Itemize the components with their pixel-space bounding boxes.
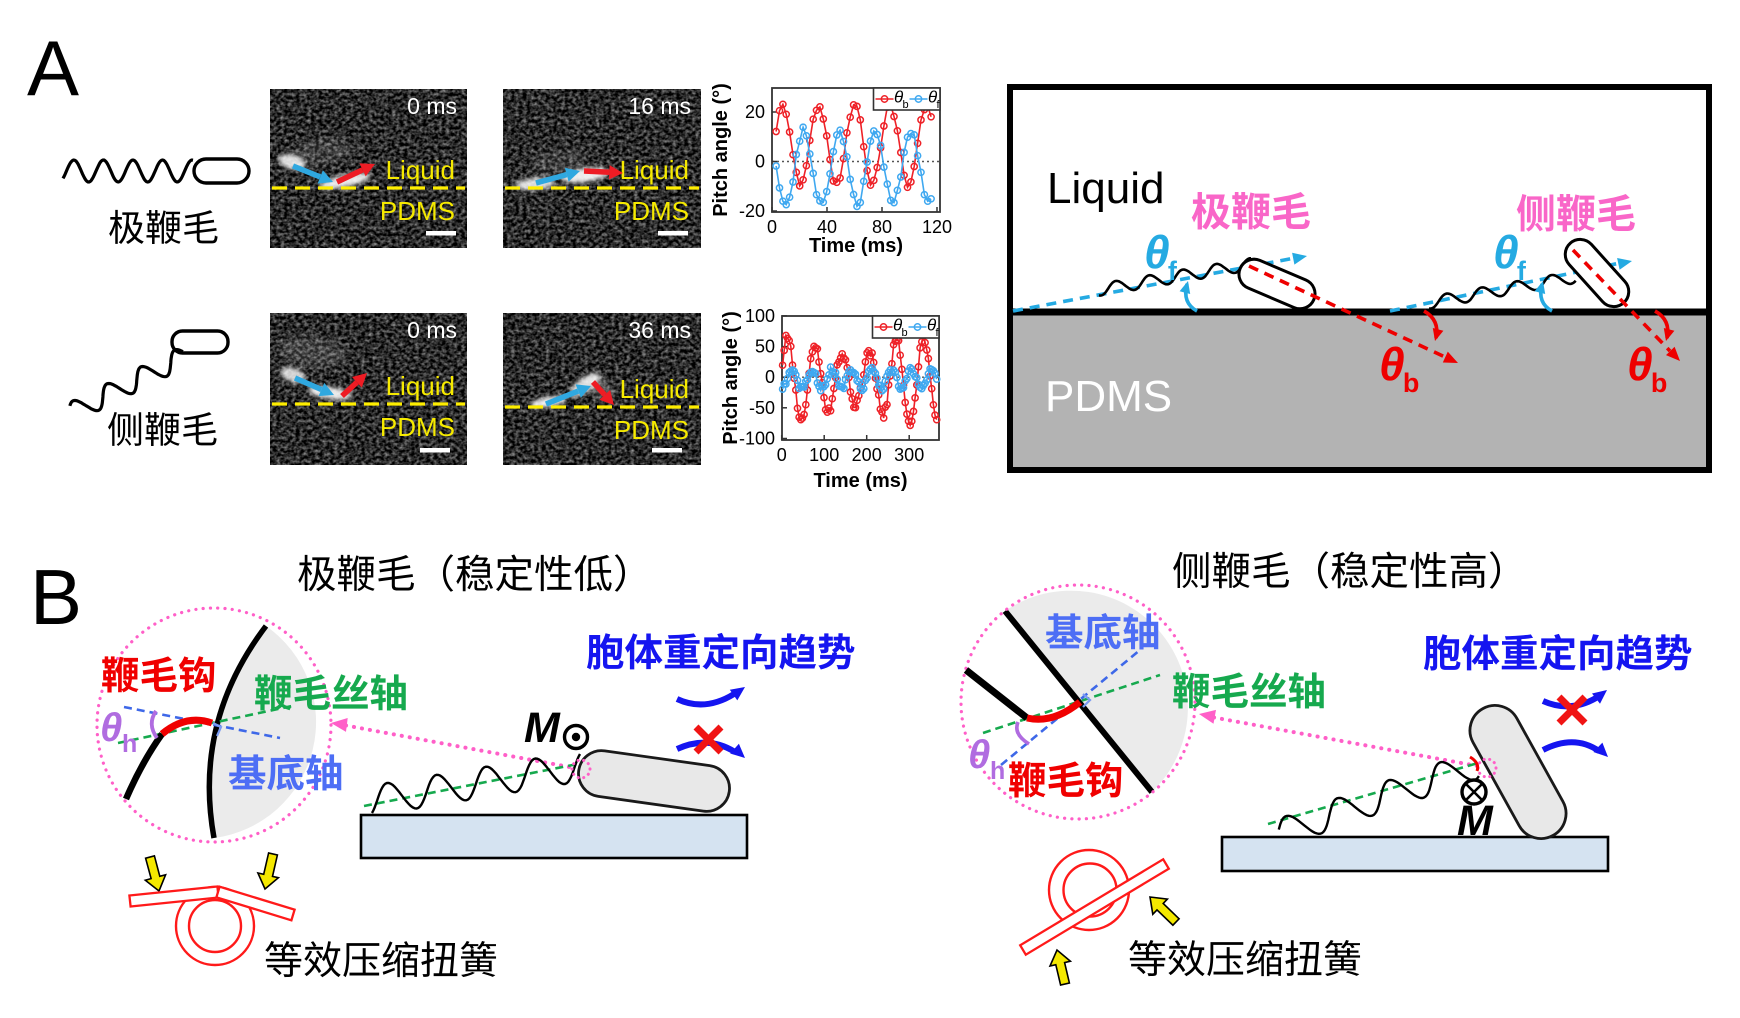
svg-text:B: B bbox=[30, 553, 82, 641]
svg-text:Liquid: Liquid bbox=[1047, 164, 1164, 213]
svg-text:16 ms: 16 ms bbox=[628, 93, 691, 119]
svg-text:120: 120 bbox=[922, 217, 952, 237]
svg-text:M: M bbox=[1457, 797, 1494, 845]
svg-text:0: 0 bbox=[765, 367, 775, 387]
svg-text:-20: -20 bbox=[739, 201, 765, 221]
svg-text:f: f bbox=[937, 99, 941, 111]
svg-text:0 ms: 0 ms bbox=[407, 93, 457, 119]
svg-text:Liquid: Liquid bbox=[620, 155, 689, 185]
svg-text:θ: θ bbox=[1144, 226, 1170, 278]
svg-text:Liquid: Liquid bbox=[620, 374, 689, 404]
svg-text:θ: θ bbox=[1493, 226, 1519, 278]
svg-text:M: M bbox=[524, 704, 561, 752]
svg-text:f: f bbox=[936, 327, 940, 339]
svg-text:PDMS: PDMS bbox=[614, 196, 689, 226]
svg-text:20: 20 bbox=[745, 102, 765, 122]
svg-text:θ: θ bbox=[100, 706, 122, 750]
svg-text:θ: θ bbox=[968, 733, 990, 777]
svg-text:PDMS: PDMS bbox=[614, 415, 689, 445]
svg-text:100: 100 bbox=[745, 306, 775, 326]
svg-text:A: A bbox=[27, 24, 79, 112]
svg-text:50: 50 bbox=[755, 337, 775, 357]
svg-text:θ: θ bbox=[893, 316, 903, 335]
svg-text:0: 0 bbox=[777, 445, 787, 465]
svg-text:h: h bbox=[122, 730, 137, 758]
svg-text:100: 100 bbox=[809, 445, 839, 465]
svg-text:36 ms: 36 ms bbox=[628, 317, 691, 343]
svg-text:f: f bbox=[1517, 256, 1527, 286]
svg-text:0 ms: 0 ms bbox=[407, 317, 457, 343]
svg-text:0: 0 bbox=[755, 152, 765, 172]
svg-text:0: 0 bbox=[767, 217, 777, 237]
svg-text:Pitch angle (°): Pitch angle (°) bbox=[710, 83, 732, 217]
svg-text:Time (ms): Time (ms) bbox=[813, 470, 907, 492]
svg-text:Liquid: Liquid bbox=[386, 371, 455, 401]
svg-text:200: 200 bbox=[852, 445, 882, 465]
svg-text:θ: θ bbox=[1379, 338, 1405, 390]
svg-text:Time (ms): Time (ms) bbox=[809, 235, 903, 257]
svg-text:θ: θ bbox=[1627, 338, 1653, 390]
svg-text:80: 80 bbox=[872, 217, 892, 237]
svg-text:θ: θ bbox=[894, 88, 904, 107]
svg-text:b: b bbox=[903, 99, 909, 111]
svg-text:PDMS: PDMS bbox=[380, 412, 455, 442]
svg-text:-50: -50 bbox=[749, 398, 775, 418]
svg-text:PDMS: PDMS bbox=[380, 196, 455, 226]
svg-text:40: 40 bbox=[817, 217, 837, 237]
svg-text:f: f bbox=[1168, 256, 1178, 286]
svg-text:300: 300 bbox=[894, 445, 924, 465]
svg-text:Pitch angle (°): Pitch angle (°) bbox=[720, 311, 742, 445]
svg-text:b: b bbox=[1403, 368, 1420, 398]
svg-text:θ: θ bbox=[927, 316, 937, 335]
svg-text:Liquid: Liquid bbox=[386, 155, 455, 185]
svg-text:b: b bbox=[902, 327, 908, 339]
svg-text:b: b bbox=[1651, 368, 1668, 398]
svg-text:θ: θ bbox=[928, 88, 938, 107]
svg-text:-100: -100 bbox=[739, 429, 775, 449]
svg-text:PDMS: PDMS bbox=[1045, 372, 1172, 421]
svg-text:h: h bbox=[990, 757, 1005, 785]
